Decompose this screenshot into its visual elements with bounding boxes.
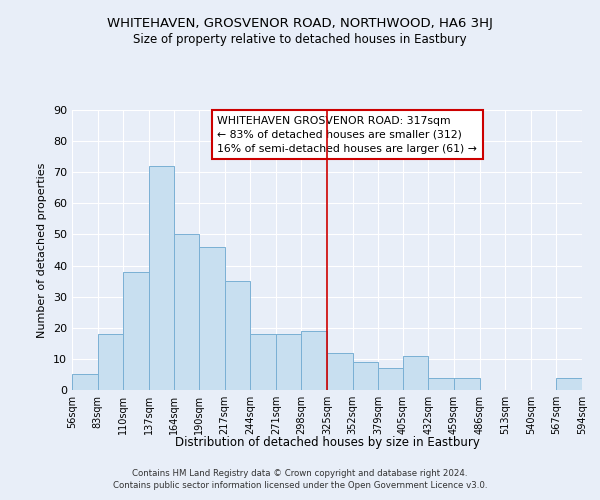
Text: WHITEHAVEN GROSVENOR ROAD: 317sqm
← 83% of detached houses are smaller (312)
16%: WHITEHAVEN GROSVENOR ROAD: 317sqm ← 83% … [217,116,477,154]
Bar [556,378,582,390]
Bar [149,166,175,390]
Text: Contains public sector information licensed under the Open Government Licence v3: Contains public sector information licen… [113,481,487,490]
Bar [199,247,224,390]
Text: WHITEHAVEN, GROSVENOR ROAD, NORTHWOOD, HA6 3HJ: WHITEHAVEN, GROSVENOR ROAD, NORTHWOOD, H… [107,18,493,30]
Y-axis label: Number of detached properties: Number of detached properties [37,162,47,338]
Bar [123,272,149,390]
Text: Size of property relative to detached houses in Eastbury: Size of property relative to detached ho… [133,32,467,46]
Bar [224,281,250,390]
Bar [353,362,378,390]
Text: Distribution of detached houses by size in Eastbury: Distribution of detached houses by size … [175,436,479,449]
Bar [72,374,98,390]
Bar [175,234,199,390]
Bar [327,352,353,390]
Bar [98,334,123,390]
Bar [276,334,301,390]
Bar [403,356,428,390]
Bar [454,378,479,390]
Text: Contains HM Land Registry data © Crown copyright and database right 2024.: Contains HM Land Registry data © Crown c… [132,468,468,477]
Bar [301,331,327,390]
Bar [250,334,276,390]
Bar [428,378,454,390]
Bar [378,368,403,390]
